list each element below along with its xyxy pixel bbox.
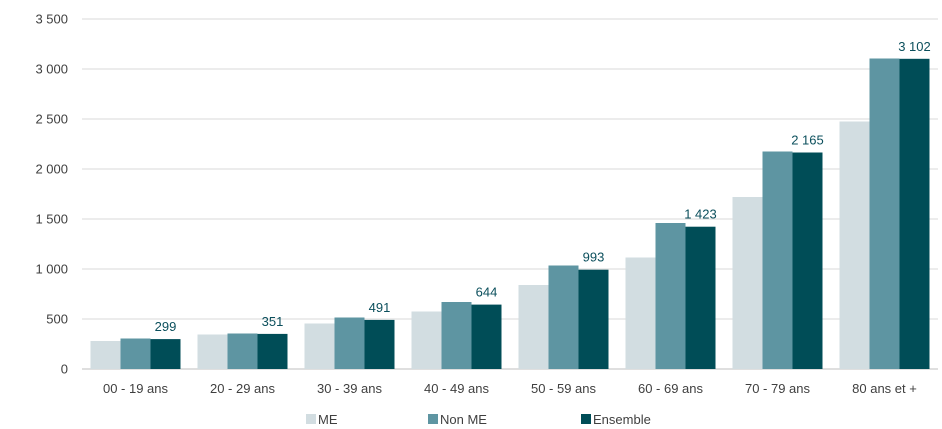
x-tick-label: 20 - 29 ans	[210, 381, 276, 396]
legend-swatch	[581, 414, 591, 424]
bar-ensemble	[364, 319, 395, 369]
y-tick-label: 1 500	[35, 212, 68, 227]
bar-non-me	[227, 333, 258, 369]
x-tick-label: 00 - 19 ans	[103, 381, 169, 396]
bars	[90, 58, 930, 370]
bar-non-me	[120, 338, 151, 369]
data-label: 351	[262, 314, 284, 329]
bar-ensemble	[150, 339, 181, 369]
bar-me	[518, 285, 549, 369]
x-tick-label: 60 - 69 ans	[638, 381, 704, 396]
x-tick-label: 70 - 79 ans	[745, 381, 811, 396]
bar-non-me	[655, 223, 686, 369]
bar-ensemble	[257, 333, 288, 369]
y-tick-label: 1 000	[35, 262, 68, 277]
data-label: 299	[155, 319, 177, 334]
legend: ME Non ME Ensemble	[306, 412, 651, 427]
bar-me	[197, 334, 228, 369]
bar-ensemble	[578, 269, 609, 369]
bar-ensemble	[685, 226, 716, 369]
y-tick-label: 3 500	[35, 12, 68, 27]
data-label: 2 165	[791, 133, 824, 148]
bar-me	[411, 311, 442, 369]
x-tick-label: 80 ans et +	[852, 381, 917, 396]
bar-ensemble	[899, 58, 930, 370]
legend-label: Ensemble	[593, 412, 651, 427]
bar-me	[304, 323, 335, 369]
bar-me	[839, 121, 870, 369]
legend-swatch	[306, 414, 316, 424]
bar-non-me	[548, 265, 579, 369]
bar-non-me	[441, 302, 472, 369]
bar-me	[90, 341, 121, 369]
y-tick-label: 0	[61, 362, 68, 377]
legend-swatch	[428, 414, 438, 424]
bar-me	[625, 257, 656, 369]
gridlines	[82, 18, 938, 370]
bar-non-me	[762, 151, 793, 369]
x-tick-label: 30 - 39 ans	[317, 381, 383, 396]
data-label: 3 102	[898, 39, 931, 54]
y-tick-label: 500	[46, 312, 68, 327]
y-tick-label: 2 500	[35, 112, 68, 127]
data-label: 993	[583, 250, 605, 265]
y-axis-ticks: 0 500 1 000 1 500 2 000 2 500 3 000 3 500	[35, 12, 68, 377]
legend-label: Non ME	[440, 412, 487, 427]
bar-ensemble	[471, 304, 502, 369]
data-label: 644	[476, 285, 498, 300]
x-tick-label: 40 - 49 ans	[424, 381, 490, 396]
bar-non-me	[334, 317, 365, 369]
legend-label: ME	[318, 412, 338, 427]
data-labels: 299 351 491 644 993 1 423 2 165 3 102	[155, 39, 931, 334]
y-tick-label: 2 000	[35, 162, 68, 177]
bar-me	[732, 197, 763, 369]
data-label: 1 423	[684, 207, 717, 222]
bar-non-me	[869, 58, 900, 369]
data-label: 491	[369, 300, 391, 315]
y-tick-label: 3 000	[35, 62, 68, 77]
x-axis-ticks: 00 - 19 ans 20 - 29 ans 30 - 39 ans 40 - 49…	[103, 381, 917, 396]
x-tick-label: 50 - 59 ans	[531, 381, 597, 396]
bar-ensemble	[792, 152, 823, 369]
